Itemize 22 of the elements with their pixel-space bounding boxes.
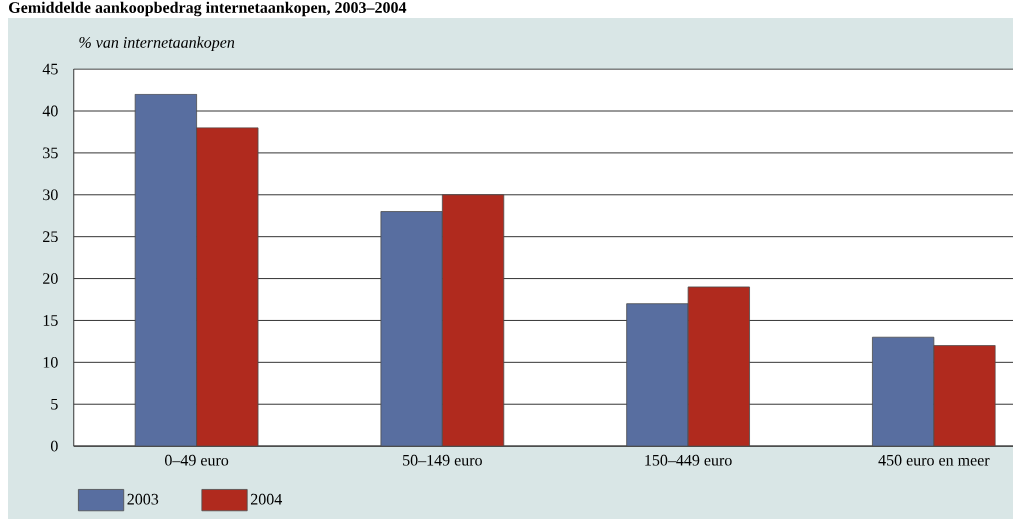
y-tick-label: 40 <box>42 105 58 117</box>
x-tick-label: 50–149 euro <box>403 454 482 466</box>
y-tick-label: 0 <box>50 440 58 452</box>
y-axis-title: % van internetaankopen <box>79 36 235 52</box>
y-tick-label: 10 <box>43 356 58 368</box>
x-tick-label: 0–49 euro <box>165 454 229 466</box>
legend-label: 2003 <box>127 493 159 505</box>
y-tick-label: 35 <box>43 147 58 159</box>
y-tick-label: 5 <box>51 398 58 410</box>
y-tick-label: 45 <box>42 63 58 75</box>
y-tick-label: 20 <box>43 273 58 284</box>
bar <box>872 336 935 447</box>
chart-title: Gemiddelde aankoopbedrag internetaankopen, 2003–2004 <box>9 1 407 17</box>
bar <box>380 211 443 447</box>
y-tick-label: 15 <box>43 315 58 326</box>
x-tick-label: 150–449 euro <box>645 454 732 466</box>
y-tick-label: 25 <box>43 231 58 243</box>
legend-label: 2004 <box>250 493 283 505</box>
bar <box>626 303 689 447</box>
bar <box>134 93 198 447</box>
x-tick-label: 450 euro en meer <box>878 454 990 466</box>
y-tick-label: 30 <box>43 189 58 201</box>
